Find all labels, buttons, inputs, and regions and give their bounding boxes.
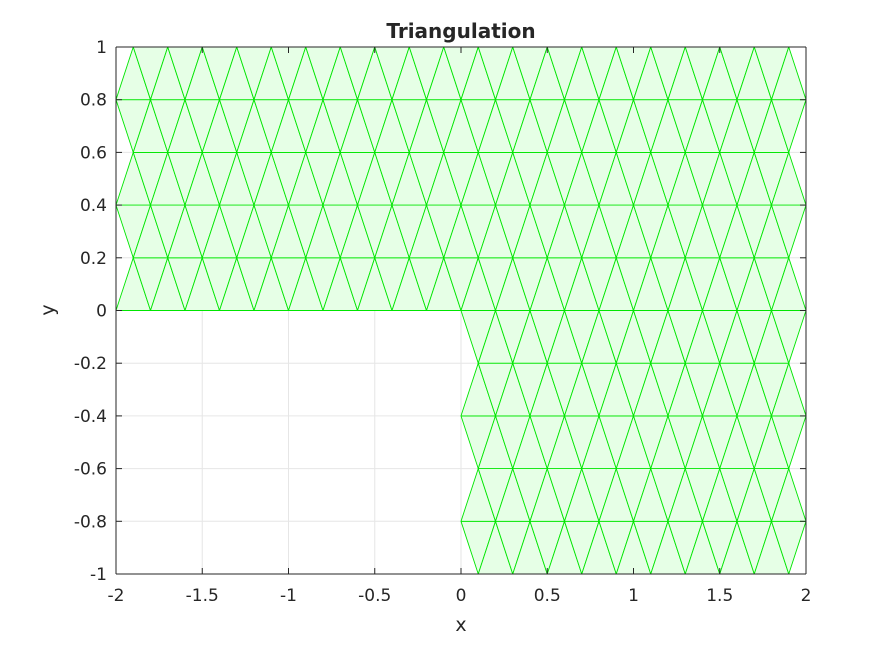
x-tick-label: 1.5 bbox=[706, 586, 733, 606]
y-tick-label: 1 bbox=[96, 38, 107, 58]
mesh-triangle bbox=[771, 468, 807, 522]
y-tick-label: -0.8 bbox=[74, 512, 107, 532]
mesh bbox=[115, 46, 807, 575]
x-tick-label: -1 bbox=[280, 586, 297, 606]
mesh-triangle bbox=[771, 151, 807, 206]
x-tick-label: 1 bbox=[628, 586, 639, 606]
y-tick-label: -0.6 bbox=[74, 460, 107, 480]
mesh-triangle bbox=[771, 46, 807, 101]
x-axis-label: x bbox=[455, 614, 466, 636]
y-tick-label: -0.4 bbox=[74, 407, 107, 427]
x-tick-label: -0.5 bbox=[358, 586, 391, 606]
x-axis-ticks: -2 -1.5 -1 -0.5 0 0.5 1 1.5 2 bbox=[108, 47, 812, 606]
x-tick-label: 0.5 bbox=[534, 586, 561, 606]
mesh-triangle bbox=[771, 257, 807, 311]
y-tick-label: -0.2 bbox=[74, 354, 107, 374]
y-tick-label: 0.2 bbox=[80, 249, 107, 269]
y-tick-label: 0.4 bbox=[80, 196, 107, 216]
x-tick-label: -1.5 bbox=[186, 586, 219, 606]
y-tick-label: -1 bbox=[90, 565, 107, 585]
y-tick-label: 0.8 bbox=[80, 91, 107, 111]
y-axis-ticks: -1 -0.8 -0.6 -0.4 -0.2 0 0.2 0.4 0.6 0.8 1 bbox=[74, 38, 806, 585]
mesh-triangle bbox=[771, 362, 807, 417]
chart-title: Triangulation bbox=[386, 19, 535, 43]
x-tick-label: -2 bbox=[108, 586, 125, 606]
x-tick-label: 0 bbox=[456, 586, 467, 606]
y-tick-label: 0.6 bbox=[80, 143, 107, 163]
x-tick-label: 2 bbox=[801, 586, 812, 606]
y-axis-label: y bbox=[37, 304, 59, 315]
y-tick-label: 0 bbox=[96, 302, 107, 322]
